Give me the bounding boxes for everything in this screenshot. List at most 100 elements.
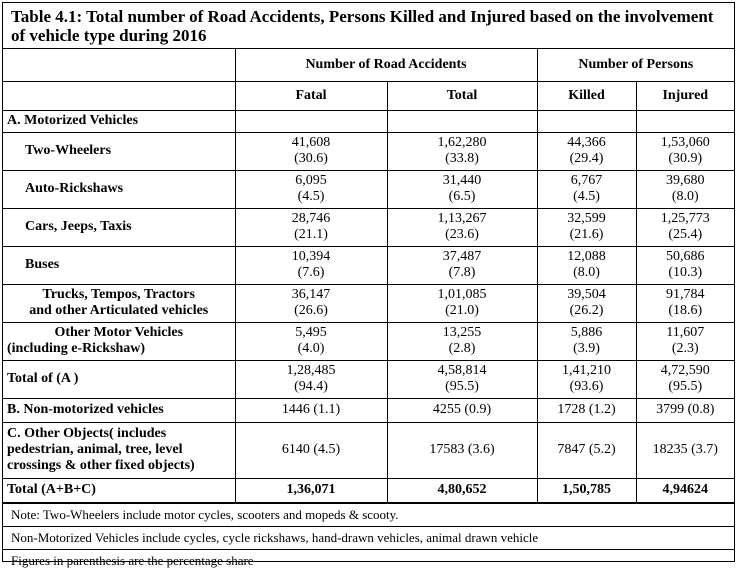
cell-value: 1,28,485 bbox=[286, 363, 336, 378]
table-cell: 91,784 (18.6) bbox=[635, 283, 735, 323]
cell-value: 31,440 bbox=[442, 173, 482, 188]
cell-percent: (29.4) bbox=[569, 151, 604, 166]
row-label-line1: Trucks, Tempos, Tractors bbox=[42, 287, 195, 302]
table-cell: 28,746 (21.1) bbox=[234, 207, 388, 247]
table-cell: 31,440 (6.5) bbox=[386, 169, 538, 209]
cell-value: 39,680 bbox=[666, 173, 705, 188]
header-empty bbox=[3, 80, 236, 111]
table-cell: 1446 (1.1) bbox=[234, 397, 388, 423]
cell-percent: (4.5) bbox=[297, 189, 325, 204]
table-cell: 13,255 (2.8) bbox=[386, 321, 538, 361]
cell-percent: (2.3) bbox=[671, 341, 699, 356]
cell-percent: (8.0) bbox=[573, 265, 600, 280]
cell-percent: (4.5) bbox=[573, 189, 600, 204]
cell-percent: (21.0) bbox=[445, 303, 479, 318]
cell-value: 44,366 bbox=[567, 135, 606, 150]
table-cell: 39,504 (26.2) bbox=[536, 283, 637, 323]
cell-percent: (21.1) bbox=[294, 227, 328, 242]
header-number-of-road-accidents: Number of Road Accidents bbox=[234, 49, 538, 82]
cell-value: 6,095 bbox=[295, 173, 327, 188]
table-row-b: B. Non-motorized vehicles 1446 (1.1) 425… bbox=[3, 397, 735, 423]
cell-value: 4,58,814 bbox=[437, 363, 487, 378]
table-cell: 6140 (4.5) bbox=[234, 421, 388, 479]
table-row-grand-total: Total (A+B+C) 1,36,071 4,80,652 1,50,785… bbox=[3, 477, 735, 503]
header-killed: Killed bbox=[536, 80, 637, 111]
table-cell: 11,607 (2.3) bbox=[635, 321, 735, 361]
cell-value: 39,504 bbox=[567, 287, 606, 302]
table-row: Cars, Jeeps, Taxis 28,746 (21.1) 1,13,267… bbox=[3, 207, 735, 247]
cell-value: 1,13,267 bbox=[437, 211, 487, 226]
cell-value: 50,686 bbox=[666, 249, 705, 264]
cell-percent: (6.5) bbox=[448, 189, 476, 204]
table-cell: 5,495 (4.0) bbox=[234, 321, 388, 361]
table-cell: 36,147 (26.6) bbox=[234, 283, 388, 323]
table-row-c: C. Other Objects( includes pedestrian, an… bbox=[3, 421, 735, 479]
table-cell: 4,80,652 bbox=[386, 477, 538, 503]
table-cell: 17583 (3.6) bbox=[386, 421, 538, 479]
header-row-group: Number of Road Accidents Number of Perso… bbox=[3, 49, 735, 82]
table-cell: 1,53,060 (30.9) bbox=[635, 131, 735, 171]
cell-percent: (30.6) bbox=[294, 151, 328, 166]
row-label: B. Non-motorized vehicles bbox=[3, 397, 236, 423]
cell-value: 1,53,060 bbox=[660, 135, 710, 150]
note-two-wheelers: Note: Two-Wheelers include motor cycles,… bbox=[3, 502, 734, 526]
table-cell: 6,767 (4.5) bbox=[536, 169, 637, 209]
row-label: C. Other Objects( includes pedestrian, an… bbox=[3, 421, 236, 479]
cell-value: 5,886 bbox=[570, 325, 603, 340]
cell-percent: (3.9) bbox=[573, 341, 600, 356]
table-cell: 37,487 (7.8) bbox=[386, 245, 538, 285]
cell-value: 4,72,590 bbox=[660, 363, 710, 378]
row-label: Total of (A ) bbox=[3, 359, 236, 399]
cell-value: 28,746 bbox=[291, 211, 331, 226]
table-cell: 44,366 (29.4) bbox=[536, 131, 637, 171]
cell-value: 1,62,280 bbox=[437, 135, 487, 150]
table-cell: 1,13,267 (23.6) bbox=[386, 207, 538, 247]
note-non-motorized: Non-Motorized Vehicles include cycles, c… bbox=[3, 525, 734, 549]
table-cell: 3799 (0.8) bbox=[635, 397, 735, 423]
cell-percent: (21.6) bbox=[569, 227, 604, 242]
table-cell bbox=[234, 109, 388, 133]
cell-percent: (30.9) bbox=[668, 151, 703, 166]
table-cell: 4255 (0.9) bbox=[386, 397, 538, 423]
table-cell: 6,095 (4.5) bbox=[234, 169, 388, 209]
table-cell: 1,25,773 (25.4) bbox=[635, 207, 735, 247]
table-cell: 1,41,210 (93.6) bbox=[536, 359, 637, 399]
table-cell: 5,886 (3.9) bbox=[536, 321, 637, 361]
cell-percent: (2.8) bbox=[448, 341, 476, 356]
cell-percent: (4.0) bbox=[297, 341, 325, 356]
cell-percent: (7.8) bbox=[448, 265, 476, 280]
table-cell: 1,28,485 (94.4) bbox=[234, 359, 388, 399]
cell-value: 91,784 bbox=[666, 287, 705, 302]
table-cell bbox=[386, 109, 538, 133]
table-cell bbox=[536, 109, 637, 133]
row-label: Two-Wheelers bbox=[3, 131, 236, 171]
cell-value: 12,088 bbox=[567, 249, 606, 264]
row-label-line1: C. Other Objects( includes bbox=[7, 426, 167, 441]
row-label: Cars, Jeeps, Taxis bbox=[3, 207, 236, 247]
row-label: Trucks, Tempos, Tractors and other Articu… bbox=[3, 283, 236, 323]
table-cell: 50,686 (10.3) bbox=[635, 245, 735, 285]
cell-value: 1,01,085 bbox=[437, 287, 487, 302]
row-label-line2: pedestrian, animal, tree, level bbox=[7, 442, 183, 457]
table-row: Auto-Rickshaws 6,095 (4.5) 31,440 (6.5) 6,… bbox=[3, 169, 735, 209]
cell-percent: (26.2) bbox=[569, 303, 604, 318]
cell-percent: (23.6) bbox=[445, 227, 479, 242]
table-row-total-a: Total of (A ) 1,28,485 (94.4) 4,58,814 (95… bbox=[3, 359, 735, 399]
table-cell: 18235 (3.7) bbox=[635, 421, 735, 479]
section-a-row: A. Motorized Vehicles bbox=[3, 109, 735, 133]
table-cell: 4,94624 bbox=[635, 477, 735, 503]
cell-value: 11,607 bbox=[666, 325, 705, 340]
cell-percent: (95.5) bbox=[445, 379, 479, 394]
cell-value: 6,767 bbox=[570, 173, 603, 188]
row-label-line3: crossings & other fixed objects) bbox=[7, 458, 195, 473]
table-row: Two-Wheelers 41,608 (30.6) 1,62,280 (33.8)… bbox=[3, 131, 735, 171]
cell-percent: (18.6) bbox=[668, 303, 703, 318]
cell-percent: (10.3) bbox=[668, 265, 703, 280]
table-title: Table 4.1: Total number of Road Accident… bbox=[3, 3, 734, 49]
table-cell bbox=[635, 109, 735, 133]
cell-value: 5,495 bbox=[295, 325, 327, 340]
table-cell: 41,608 (30.6) bbox=[234, 131, 388, 171]
row-label: Total (A+B+C) bbox=[3, 477, 236, 503]
header-total: Total bbox=[386, 80, 538, 111]
